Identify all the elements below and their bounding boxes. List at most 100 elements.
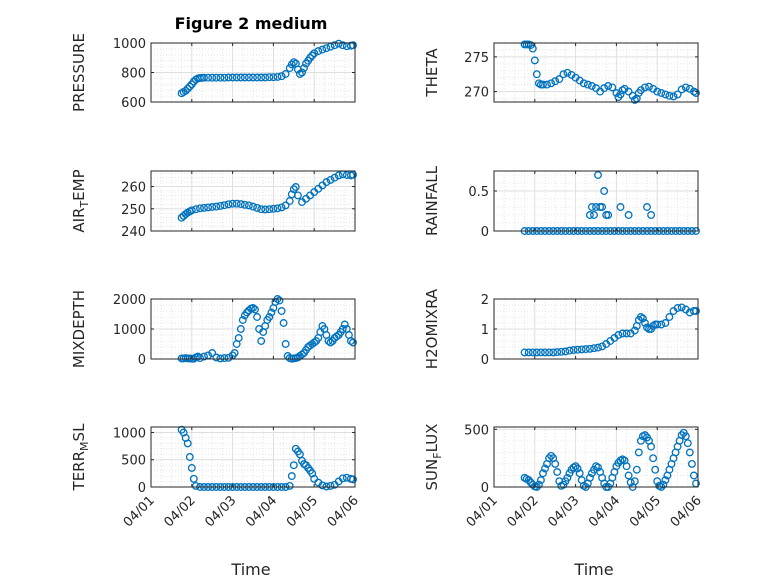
data-point bbox=[208, 203, 217, 211]
y-tick-label: 240 bbox=[121, 225, 146, 240]
data-point bbox=[524, 476, 533, 485]
data-point bbox=[622, 462, 631, 471]
data-point bbox=[230, 349, 239, 357]
axes-box bbox=[493, 426, 699, 488]
x-tick-label: 04/02 bbox=[505, 493, 542, 530]
y-axis-label: H2OMIXRA bbox=[423, 288, 441, 369]
data-point bbox=[277, 72, 286, 81]
data-point bbox=[265, 205, 274, 214]
data-point bbox=[183, 439, 192, 448]
data-point bbox=[212, 353, 221, 362]
data-point bbox=[326, 481, 335, 490]
data-point bbox=[539, 80, 547, 89]
data-point bbox=[187, 463, 196, 472]
x-tick-label: 04/05 bbox=[284, 493, 321, 530]
data-point bbox=[604, 211, 613, 219]
y-axis-label: SUNFLUX bbox=[423, 424, 444, 491]
data-point bbox=[645, 82, 653, 91]
data-point bbox=[289, 461, 298, 470]
data-point bbox=[641, 83, 649, 92]
data-point bbox=[253, 203, 262, 212]
data-point bbox=[285, 481, 294, 490]
data-point bbox=[220, 73, 229, 82]
data-point bbox=[181, 86, 190, 95]
data-point bbox=[573, 464, 582, 473]
data-point bbox=[242, 308, 251, 317]
data-point bbox=[240, 73, 249, 82]
x-tick-label: 04/01 bbox=[121, 493, 158, 530]
y-tick-label: 270 bbox=[464, 86, 489, 101]
data-point bbox=[616, 90, 625, 99]
data-point bbox=[528, 44, 537, 53]
data-point bbox=[224, 73, 233, 82]
data-point bbox=[322, 44, 331, 53]
data-point bbox=[673, 90, 682, 99]
y-tick-label: 0 bbox=[481, 481, 489, 496]
data-point bbox=[216, 73, 225, 82]
figure-title: Figure 2 medium bbox=[175, 14, 328, 33]
data-point bbox=[236, 325, 245, 333]
data-point bbox=[220, 201, 229, 210]
data-point bbox=[543, 80, 551, 89]
data-point bbox=[624, 211, 633, 219]
data-point bbox=[281, 70, 290, 78]
data-point bbox=[216, 354, 225, 363]
y-axis-label: RAINFALL bbox=[423, 165, 441, 236]
data-point bbox=[295, 70, 304, 78]
data-point bbox=[224, 200, 233, 209]
y-tick-label: 260 bbox=[121, 181, 146, 196]
x-tick-label: 04/03 bbox=[545, 493, 582, 530]
data-point bbox=[238, 316, 247, 324]
data-point bbox=[236, 200, 245, 209]
data-point bbox=[191, 481, 200, 490]
data-point bbox=[310, 49, 319, 58]
data-point bbox=[249, 73, 257, 82]
data-point bbox=[600, 187, 609, 195]
subplot-h2omixra: 0 1 2 H2OMIXRA bbox=[423, 288, 700, 369]
x-tick-label: 04/05 bbox=[627, 493, 664, 530]
data-point bbox=[293, 191, 302, 200]
data-point bbox=[216, 201, 225, 210]
data-point bbox=[585, 473, 594, 482]
data-point bbox=[541, 464, 549, 473]
data-point bbox=[624, 87, 633, 96]
data-point bbox=[683, 439, 692, 448]
y-tick-label: 500 bbox=[464, 423, 489, 438]
data-point bbox=[349, 338, 357, 347]
data-point bbox=[598, 342, 607, 351]
data-point bbox=[673, 304, 682, 312]
data-point bbox=[632, 465, 641, 474]
data-point bbox=[539, 469, 547, 478]
x-axis-label-left: Time bbox=[230, 560, 270, 579]
axes-box bbox=[150, 170, 356, 232]
data-point bbox=[287, 60, 296, 69]
data-point bbox=[551, 77, 560, 86]
data-point bbox=[318, 45, 327, 54]
data-point bbox=[265, 73, 274, 82]
data-point bbox=[349, 475, 357, 484]
data-point bbox=[661, 90, 670, 99]
data-point bbox=[253, 313, 262, 321]
data-point bbox=[524, 348, 533, 357]
x-tick-label: 04/06 bbox=[325, 493, 362, 530]
data-point bbox=[547, 79, 556, 88]
data-point bbox=[665, 313, 674, 321]
data-point bbox=[220, 354, 229, 363]
data-point bbox=[191, 205, 200, 214]
data-point bbox=[577, 345, 586, 354]
y-tick-label: 0 bbox=[481, 225, 489, 240]
data-point bbox=[647, 442, 656, 451]
x-axis-label-right: Time bbox=[573, 560, 613, 579]
data-point bbox=[585, 211, 594, 219]
data-point bbox=[536, 348, 545, 357]
data-point bbox=[547, 451, 556, 460]
data-point bbox=[545, 454, 554, 463]
data-point bbox=[587, 203, 596, 211]
data-point bbox=[669, 92, 678, 101]
data-point bbox=[334, 39, 343, 48]
data-point bbox=[326, 175, 335, 184]
x-tick-label: 04/04 bbox=[243, 493, 280, 530]
data-point bbox=[661, 476, 670, 485]
data-point bbox=[346, 337, 355, 345]
